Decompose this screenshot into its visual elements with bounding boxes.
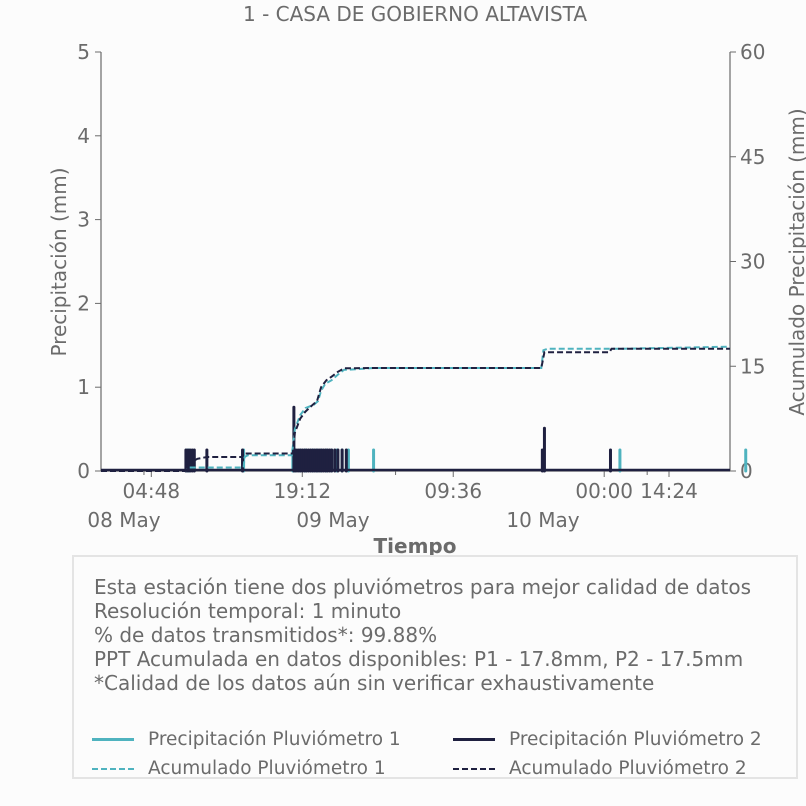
legend-item-a1: Acumulado Pluviómetro 1 (92, 758, 386, 779)
y2-tick-label: 60 (740, 40, 765, 64)
x-tick-label: 04:48 (122, 479, 180, 503)
y-tick-label: 2 (77, 291, 90, 315)
cumulative-line-2 (101, 347, 730, 472)
cumulative-line-1 (101, 345, 731, 472)
info-panel: Esta estación tiene dos pluviómetros par… (72, 555, 798, 779)
info-line-stations: Esta estación tiene dos pluviómetros par… (94, 575, 752, 599)
legend-swatch-a1 (92, 767, 134, 770)
rainfall-chart: 1 - CASA DE GOBIERNO ALTAVISTA 012345015… (47, 2, 806, 558)
legend-label-a1: Acumulado Pluviómetro 1 (148, 758, 386, 779)
info-line-accumulated: PPT Acumulada en datos disponibles: P1 -… (94, 647, 744, 671)
y-tick-label: 1 (77, 375, 90, 399)
x-tick-label: 19:12 (273, 479, 331, 503)
legend-item-p2: Precipitación Pluviómetro 2 (453, 729, 762, 750)
y2-tick-label: 15 (740, 354, 765, 378)
legend-item-a2: Acumulado Pluviómetro 2 (453, 758, 747, 779)
y-axis-label: Precipitación (mm) (47, 167, 71, 356)
x-axis-label: Tiempo (374, 534, 457, 558)
info-line-resolution: Resolución temporal: 1 minuto (94, 599, 402, 623)
y-tick-label: 5 (77, 40, 90, 64)
legend-label-p2: Precipitación Pluviómetro 2 (509, 729, 762, 750)
x-tick-label: 09:36 (424, 479, 482, 503)
legend-item-p1: Precipitación Pluviómetro 1 (92, 729, 401, 750)
x-tick-label: 14:24 (640, 479, 698, 503)
x-date-label: 10 May (506, 508, 579, 532)
legend-swatch-p2 (453, 738, 495, 741)
info-line-quality-note: *Calidad de los datos aún sin verificar … (94, 671, 655, 695)
y2-tick-label: 45 (740, 145, 765, 169)
legend-label-p1: Precipitación Pluviómetro 1 (148, 729, 401, 750)
x-date-label: 09 May (296, 508, 369, 532)
legend-label-a2: Acumulado Pluviómetro 2 (509, 758, 747, 779)
chart-title: 1 - CASA DE GOBIERNO ALTAVISTA (243, 2, 587, 26)
legend-swatch-p1 (92, 738, 134, 741)
info-line-transmitted: % de datos transmitidos*: 99.88% (94, 623, 438, 647)
y2-axis-label: Acumulado Precipitación (mm) (785, 108, 806, 415)
y-tick-label: 3 (77, 208, 90, 232)
x-date-label: 08 May (87, 508, 160, 532)
y2-tick-label: 30 (740, 250, 765, 274)
y-tick-label: 4 (77, 124, 90, 148)
info-text: Esta estación tiene dos pluviómetros par… (94, 575, 751, 695)
x-tick-label: 00:00 (575, 479, 633, 503)
legend-swatch-a2 (453, 767, 495, 770)
y-tick-label: 0 (77, 459, 90, 483)
